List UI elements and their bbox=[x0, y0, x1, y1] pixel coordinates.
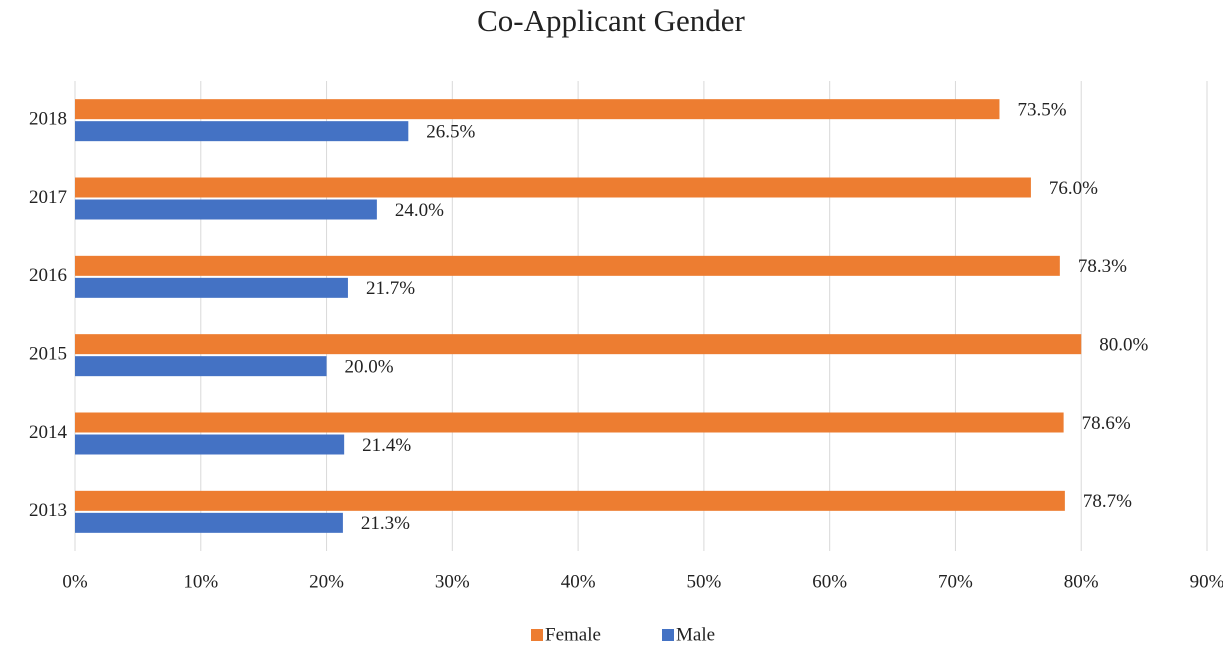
x-tick-label: 70% bbox=[938, 571, 973, 592]
value-label: 78.6% bbox=[1082, 413, 1131, 434]
value-label: 76.0% bbox=[1049, 178, 1098, 199]
y-tick-label: 2015 bbox=[29, 344, 67, 365]
bar bbox=[75, 177, 1031, 198]
value-label: 24.0% bbox=[395, 200, 444, 221]
value-label: 73.5% bbox=[1017, 100, 1066, 121]
y-tick-label: 2017 bbox=[29, 187, 67, 208]
bar bbox=[75, 434, 345, 455]
x-tick-label: 0% bbox=[62, 571, 88, 592]
x-tick-label: 90% bbox=[1190, 571, 1223, 592]
chart-title: Co-Applicant Gender bbox=[477, 3, 745, 38]
value-label: 78.3% bbox=[1078, 256, 1127, 277]
bar bbox=[75, 277, 348, 298]
bar bbox=[75, 512, 343, 533]
bar bbox=[75, 412, 1064, 433]
x-tick-label: 20% bbox=[309, 571, 344, 592]
value-label: 80.0% bbox=[1099, 335, 1148, 356]
x-tick-label: 80% bbox=[1064, 571, 1099, 592]
bar bbox=[75, 99, 1000, 120]
bar bbox=[75, 199, 377, 220]
y-tick-label: 2013 bbox=[29, 500, 67, 521]
bar bbox=[75, 356, 327, 377]
value-label: 78.7% bbox=[1083, 491, 1132, 512]
value-label: 26.5% bbox=[426, 122, 475, 143]
bar bbox=[75, 490, 1065, 511]
legend-swatch bbox=[662, 629, 674, 641]
y-tick-label: 2016 bbox=[29, 265, 67, 286]
bar bbox=[75, 334, 1082, 355]
legend-label: Female bbox=[545, 624, 601, 645]
legend-label: Male bbox=[676, 624, 715, 645]
y-tick-label: 2018 bbox=[29, 109, 67, 130]
bar bbox=[75, 255, 1060, 276]
x-tick-label: 40% bbox=[561, 571, 596, 592]
value-label: 21.3% bbox=[361, 513, 410, 534]
x-tick-label: 50% bbox=[686, 571, 721, 592]
x-tick-label: 10% bbox=[183, 571, 218, 592]
value-label: 21.7% bbox=[366, 278, 415, 299]
bar bbox=[75, 121, 409, 142]
value-label: 21.4% bbox=[362, 435, 411, 456]
x-tick-label: 60% bbox=[812, 571, 847, 592]
legend-swatch bbox=[531, 629, 543, 641]
y-tick-label: 2014 bbox=[29, 422, 68, 443]
x-tick-label: 30% bbox=[435, 571, 470, 592]
value-label: 20.0% bbox=[345, 357, 394, 378]
